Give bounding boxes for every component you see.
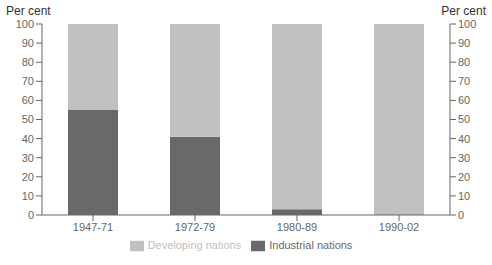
svg-text:0: 0 <box>458 209 464 221</box>
svg-text:1990-02: 1990-02 <box>379 221 419 233</box>
svg-text:1947-71: 1947-71 <box>73 221 113 233</box>
svg-text:1972-79: 1972-79 <box>175 221 215 233</box>
svg-text:60: 60 <box>458 94 470 106</box>
html-text:Industrial nations: Industrial nations <box>269 239 353 251</box>
svg-text:10: 10 <box>22 190 34 202</box>
svg-text:70: 70 <box>458 75 470 87</box>
html-text:Developing nations: Developing nations <box>147 239 242 251</box>
svg-text:70: 70 <box>22 75 34 87</box>
svg-text:20: 20 <box>458 171 470 183</box>
svg-text:50: 50 <box>22 113 34 125</box>
svg-text:30: 30 <box>458 152 470 164</box>
svg-text:40: 40 <box>458 133 470 145</box>
svg-text:40: 40 <box>22 133 34 145</box>
svg-text:80: 80 <box>22 56 34 68</box>
svg-text:100: 100 <box>16 18 34 30</box>
svg-text:20: 20 <box>22 171 34 183</box>
svg-text:90: 90 <box>458 37 470 49</box>
svg-text:1980-89: 1980-89 <box>277 221 317 233</box>
svg-text:10: 10 <box>458 190 470 202</box>
svg-text:30: 30 <box>22 152 34 164</box>
svg-text:80: 80 <box>458 56 470 68</box>
svg-text:60: 60 <box>22 94 34 106</box>
svg-text:50: 50 <box>458 113 470 125</box>
svg-text:0: 0 <box>28 209 34 221</box>
html-text:Per cent: Per cent <box>6 4 51 18</box>
html-text:Per cent: Per cent <box>441 4 486 18</box>
svg-text:90: 90 <box>22 37 34 49</box>
svg-text:100: 100 <box>458 18 476 30</box>
